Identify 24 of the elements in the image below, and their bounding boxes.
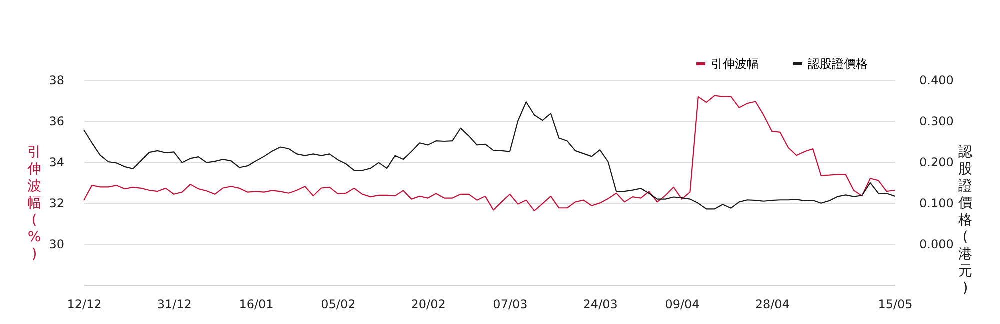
y2-tick-label: 0.000	[920, 238, 954, 252]
x-tick-label: 20/02	[411, 298, 446, 312]
y-tick-label: 34	[49, 156, 64, 170]
y2-tick-label: 0.200	[920, 156, 954, 170]
y-tick-label: 36	[49, 114, 64, 128]
x-tick-label: 28/04	[755, 298, 790, 312]
x-tick-label: 15/05	[878, 298, 913, 312]
y-tick-label: 32	[49, 196, 64, 210]
x-tick-label: 09/04	[665, 298, 700, 312]
x-tick-label: 31/12	[157, 298, 192, 312]
y-tick-label: 30	[49, 238, 64, 252]
legend-label: 認股證價格	[808, 57, 868, 71]
y-axis-title: 引伸波幅(%)	[26, 144, 42, 262]
x-tick-label: 24/03	[583, 298, 618, 312]
y2-tick-label: 0.300	[920, 114, 954, 128]
y2-tick-label: 0.400	[920, 74, 954, 88]
x-tick-label: 07/03	[493, 298, 528, 312]
x-tick-label: 05/02	[321, 298, 356, 312]
x-tick-label: 16/01	[239, 298, 274, 312]
text: 認股證價格(港元)	[958, 144, 972, 296]
x-tick-label: 12/12	[67, 298, 102, 312]
y2-tick-label: 0.100	[920, 196, 954, 210]
y-tick-label: 38	[49, 74, 64, 88]
legend-label: 引伸波幅	[711, 57, 759, 71]
